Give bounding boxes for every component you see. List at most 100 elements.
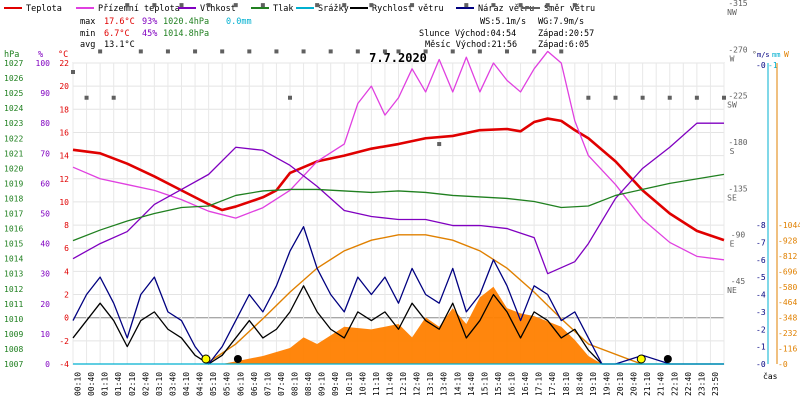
time-label: 02:10 <box>128 372 137 396</box>
c-tick-label: -4 <box>59 360 69 369</box>
c-tick-label: 20 <box>59 82 69 91</box>
c-tick-label: 10 <box>59 198 69 207</box>
wind-dir-point <box>450 49 455 54</box>
c-tick-label: 0 <box>64 314 69 323</box>
time-label: 04:10 <box>182 372 191 396</box>
legend-label: Směr větru <box>544 4 595 14</box>
time-label: 17:10 <box>535 372 544 396</box>
wind-dir-point <box>125 3 130 8</box>
hpa-tick-label: 1016 <box>4 225 23 234</box>
time-label: 05:10 <box>209 372 218 396</box>
pct-tick-label: 50 <box>40 210 50 219</box>
dir-tick-deg: -225 <box>728 92 747 101</box>
legend-label: Přízemní teplota <box>98 4 180 14</box>
time-label: 03:10 <box>155 372 164 396</box>
sunrise-marker <box>201 354 211 364</box>
mm-unit: mm <box>772 51 780 59</box>
wind-dir-point <box>586 95 591 100</box>
w-tick-label: -580 <box>778 283 797 292</box>
series-line-n-raz-v-tru <box>72 226 724 365</box>
hpa-tick-label: 1008 <box>4 345 23 354</box>
ms-tick-label: -3 <box>756 308 766 317</box>
wind-dir-point <box>694 95 699 100</box>
time-label: 18:10 <box>562 372 571 396</box>
wind-dir-point <box>193 49 198 54</box>
hpa-tick-label: 1018 <box>4 194 23 203</box>
time-label: 04:40 <box>196 372 205 396</box>
wind-dir-point <box>532 49 537 54</box>
dir-tick-deg: -90 <box>731 231 746 240</box>
wind-dir-point <box>369 3 374 8</box>
wind-dir-point <box>437 142 442 147</box>
hpa-tick-label: 1027 <box>4 59 23 68</box>
moonset-marker <box>233 355 242 363</box>
hpa-tick-label: 1011 <box>4 300 23 309</box>
moonrise-info: Měsíc Východ:21:56 <box>425 40 517 50</box>
solar-area <box>222 286 602 364</box>
wind-dir-point <box>640 95 645 100</box>
dir-tick-deg: -180 <box>728 138 747 147</box>
time-label: 17:40 <box>548 372 557 396</box>
time-label: 21:10 <box>643 372 652 396</box>
pct-tick-label: 80 <box>40 119 50 128</box>
dir-tick-deg: -45 <box>731 277 746 286</box>
time-label: 10:40 <box>358 372 367 396</box>
wind-dir-point <box>260 3 265 8</box>
time-label: 16:40 <box>521 372 530 396</box>
time-label: 20:10 <box>616 372 625 396</box>
pct-tick-label: 0 <box>45 360 50 369</box>
ms-tick-label: -1 <box>756 343 766 352</box>
wind-dir-point <box>138 49 143 54</box>
stat-min-temp: 6.7°C <box>104 29 130 39</box>
ms-tick-label: -4 <box>756 291 766 300</box>
wind-dir-point <box>288 95 292 100</box>
wind-dir-point <box>505 49 509 54</box>
time-label: 09:40 <box>331 372 340 396</box>
stat-max-hum: 93% <box>142 17 157 27</box>
c-tick-label: 16 <box>59 128 69 137</box>
wind-dir-point <box>220 49 225 54</box>
legend-label: Rychlost větru <box>372 4 444 14</box>
wind-dir-point <box>491 3 496 8</box>
w-unit: W <box>784 50 789 59</box>
sunrise-info: Slunce Východ:04:54 <box>419 29 516 39</box>
time-label: 11:40 <box>385 372 394 396</box>
astro-block: WS:5.1m/s WG:7.9m/s Slunce Východ:04:54 … <box>419 17 594 50</box>
wind-dir-point <box>84 95 89 100</box>
pct-tick-label: 20 <box>40 300 50 309</box>
wind-dir-point <box>518 3 523 8</box>
theoretical-radiation-line <box>205 234 642 365</box>
time-label: 00:40 <box>87 372 96 396</box>
time-label: 23:50 <box>711 372 720 396</box>
wind-dir-point <box>410 3 415 8</box>
ms-tick-label: -0 <box>756 360 766 369</box>
wind-dir-point <box>396 49 401 54</box>
ms-tick-label: -5 <box>756 273 766 282</box>
time-label: 00:10 <box>74 372 83 396</box>
dir-tick-label: W <box>730 54 735 63</box>
wind-dir-point <box>423 49 428 54</box>
hpa-tick-label: 1012 <box>4 285 23 294</box>
pct-tick-label: 70 <box>40 149 50 158</box>
x-axis-labels: 00:10 00:40 01:10 01:40 02:10 02:40 03:10 03:40… <box>74 372 720 396</box>
time-label: 12:10 <box>399 372 408 396</box>
wind-dir-point <box>206 3 211 8</box>
pct-tick-label: 100 <box>36 59 51 68</box>
time-label: 23:10 <box>697 372 706 396</box>
hpa-tick-label: 1010 <box>4 315 23 324</box>
hpa-tick-label: 1023 <box>4 119 23 128</box>
time-label: 06:40 <box>250 372 259 396</box>
wind-dir-point <box>355 49 360 54</box>
time-label: 10:10 <box>345 372 354 396</box>
pct-tick-label: 40 <box>40 240 50 249</box>
stat-avg-temp: 13.1°C <box>104 40 135 50</box>
w-tick-label: -116 <box>778 345 797 354</box>
c-tick-label: -2 <box>59 337 69 346</box>
c-tick-label: 8 <box>64 221 69 230</box>
c-unit: °C <box>58 50 68 60</box>
series-line-tlak <box>72 173 725 242</box>
w-tick-label: -0 <box>778 360 788 369</box>
hpa-tick-label: 1026 <box>4 74 23 83</box>
legend-label: Srážky <box>318 4 349 14</box>
